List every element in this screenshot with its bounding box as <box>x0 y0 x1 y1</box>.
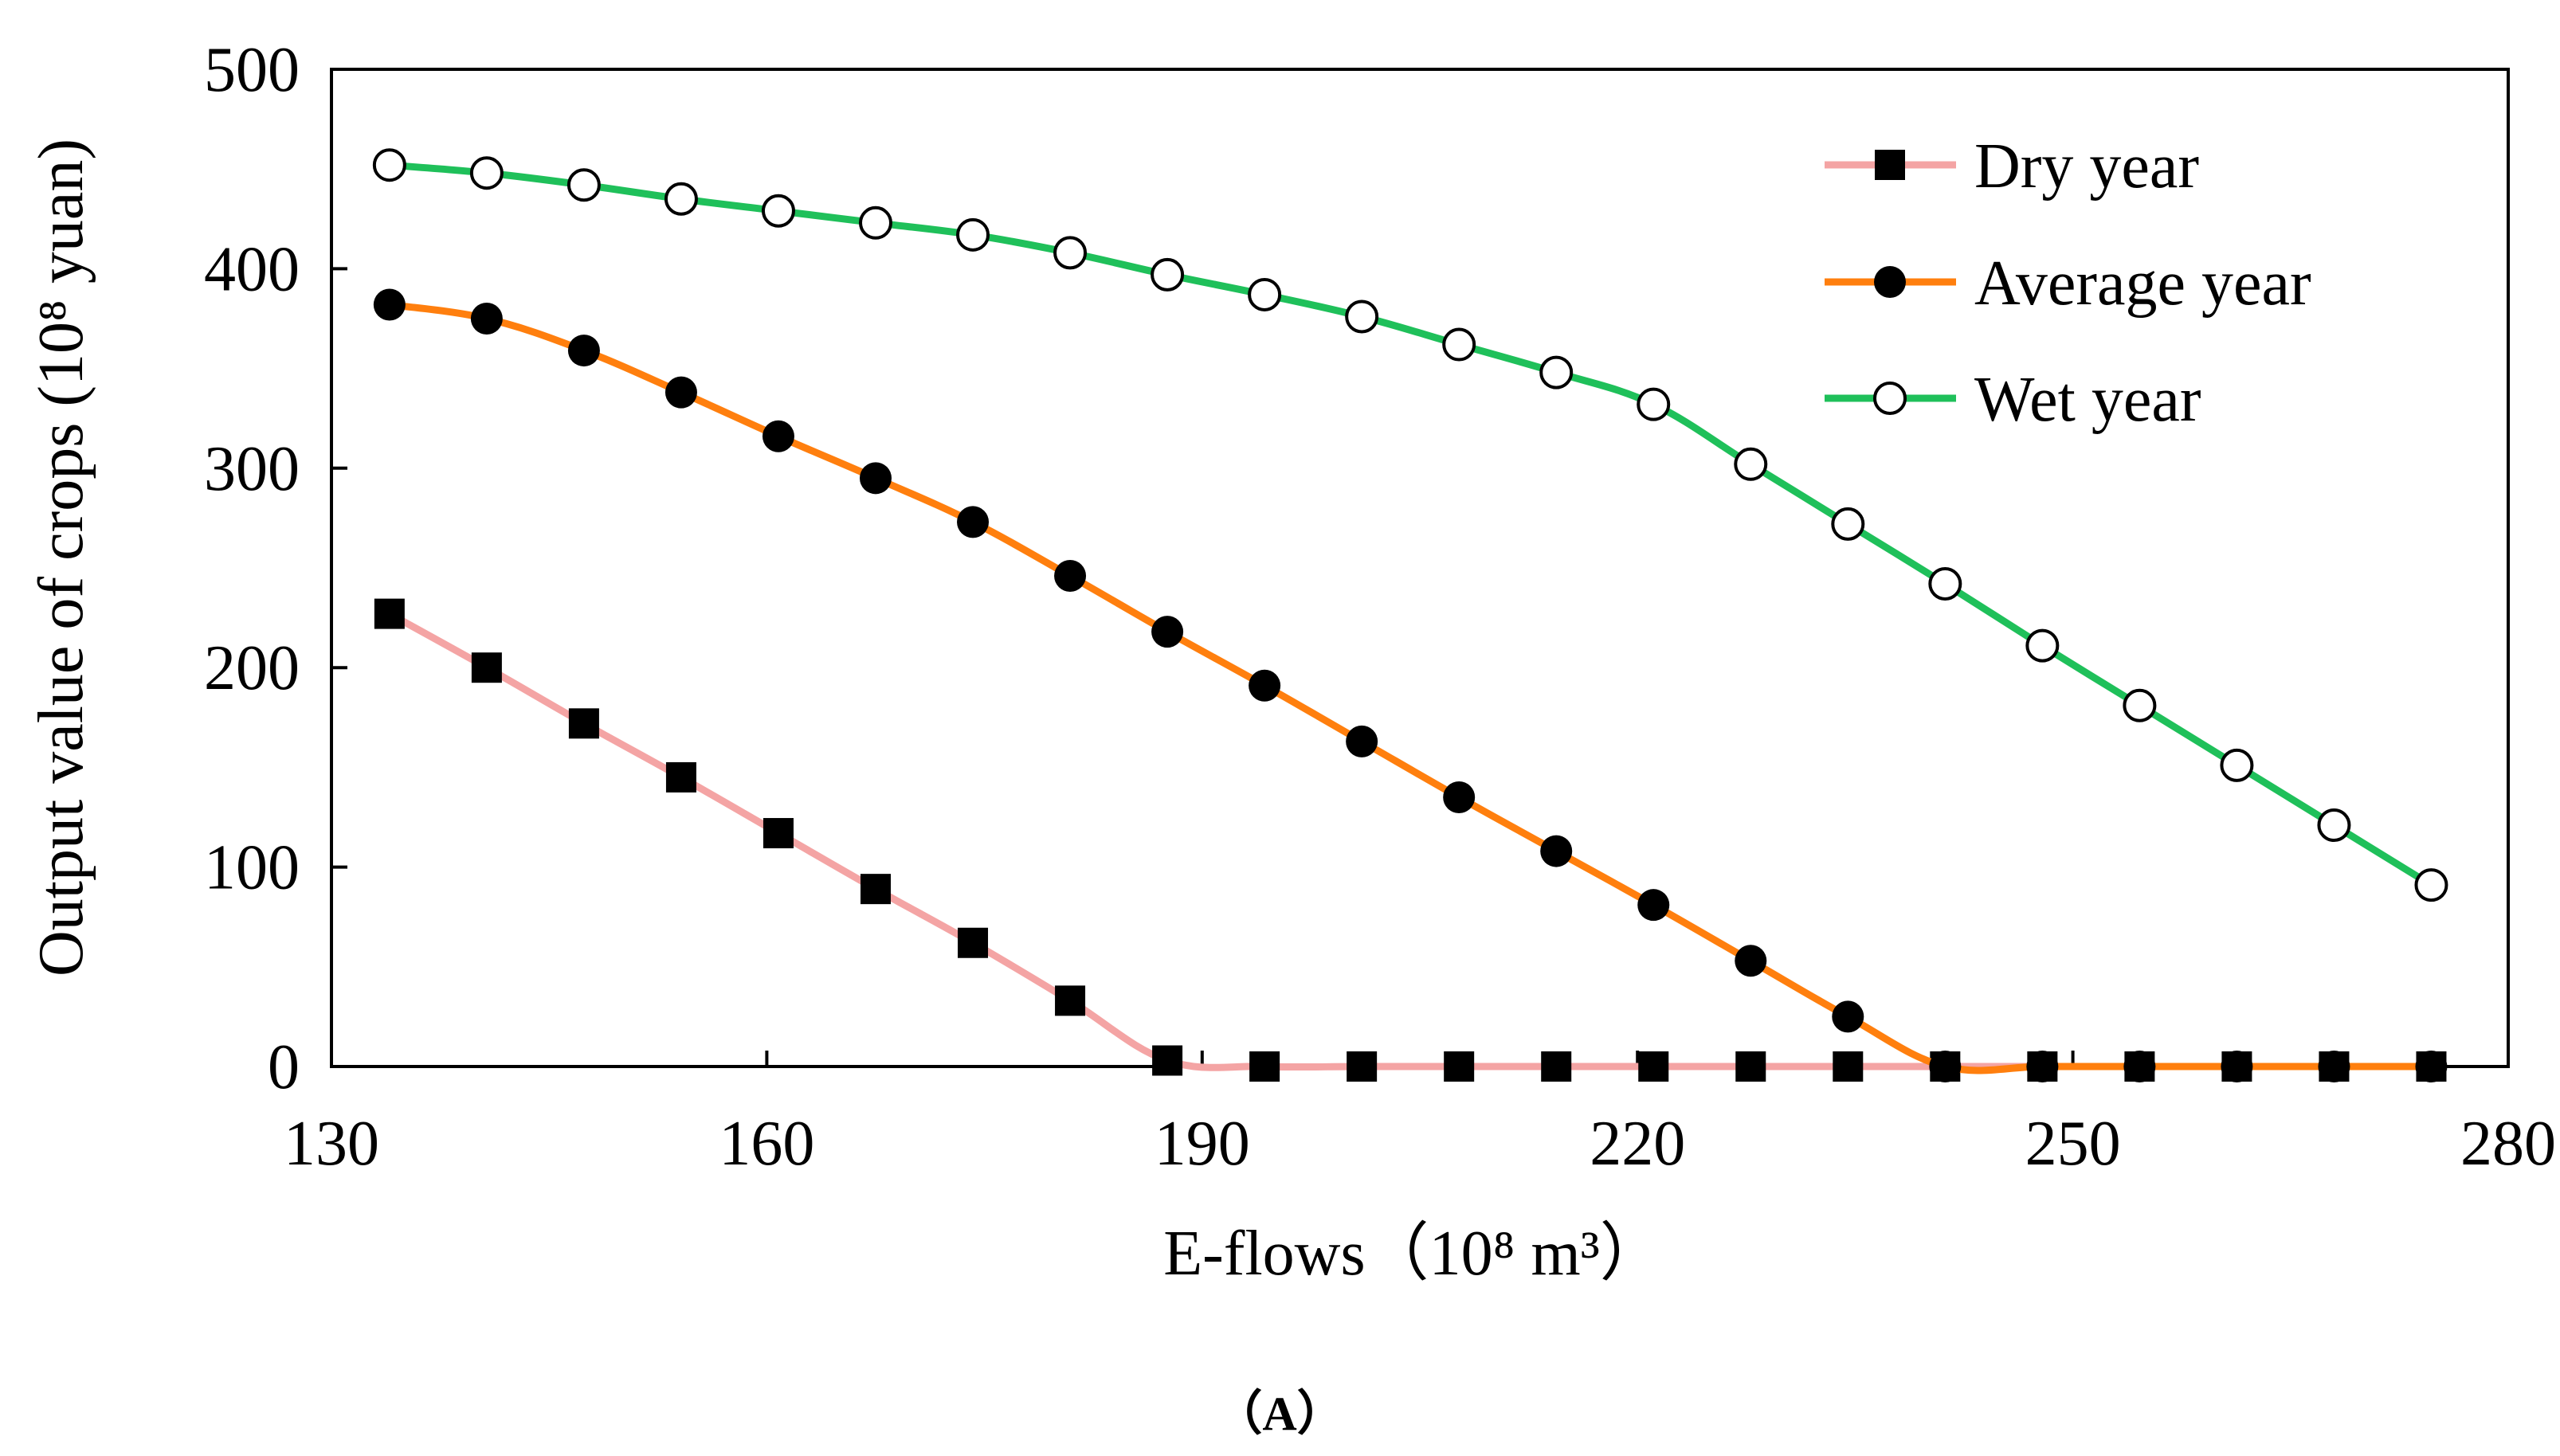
data-point-average-year <box>957 506 990 538</box>
data-point-wet-year <box>2123 688 2157 722</box>
data-point-dry-year <box>1347 1051 1378 1082</box>
series-line-dry-year <box>387 610 2432 1071</box>
y-axis: 0 100 200 300 400 500 <box>204 35 347 1102</box>
data-point-wet-year <box>372 148 406 182</box>
legend-marker-dry-year <box>1875 150 1905 180</box>
data-point-wet-year <box>2414 868 2448 902</box>
x-axis-title: E-flows（10⁸ m³） <box>1163 1219 1663 1289</box>
y-tick-label: 400 <box>204 234 300 304</box>
data-point-wet-year <box>566 168 601 202</box>
plot-area-border <box>330 68 2510 1068</box>
data-point-dry-year <box>1833 1051 1864 1082</box>
data-point-average-year <box>1054 560 1087 593</box>
data-point-average-year <box>1929 1051 1962 1082</box>
legend: Dry year Average year Wet year <box>1825 131 2311 435</box>
x-tick-label: 160 <box>719 1109 814 1179</box>
data-point-wet-year <box>956 217 990 252</box>
x-tick-label: 220 <box>1590 1109 1685 1179</box>
legend-label-average-year: Average year <box>1974 249 2311 319</box>
data-point-wet-year <box>859 205 892 240</box>
plot-frame <box>330 68 2510 1068</box>
data-point-average-year <box>1249 669 1281 702</box>
data-point-dry-year <box>958 927 989 958</box>
x-tick-label: 280 <box>2460 1109 2556 1179</box>
series-average-year <box>373 288 2448 1082</box>
data-point-dry-year <box>1444 1051 1475 1082</box>
x-tick-label: 130 <box>284 1109 379 1179</box>
data-point-average-year <box>2221 1051 2253 1082</box>
data-point-dry-year <box>1541 1051 1572 1082</box>
data-point-dry-year <box>471 652 502 683</box>
data-point-wet-year <box>1734 447 1768 481</box>
data-point-average-year <box>373 288 406 321</box>
y-tick-label: 300 <box>204 434 300 504</box>
data-point-wet-year <box>761 194 795 228</box>
legend-item-wet-year: Wet year <box>1825 365 2201 435</box>
data-point-dry-year <box>568 708 599 739</box>
data-point-average-year <box>860 462 892 495</box>
data-point-wet-year <box>469 156 504 190</box>
data-point-wet-year <box>1151 257 1185 292</box>
data-point-wet-year <box>1248 277 1282 311</box>
panel-caption: （A） <box>1214 1387 1344 1440</box>
data-point-average-year <box>2123 1051 2156 1082</box>
data-point-wet-year <box>1831 507 1865 541</box>
y-tick-label: 100 <box>204 833 300 903</box>
data-point-dry-year <box>1249 1051 1280 1082</box>
data-point-average-year <box>1151 616 1184 648</box>
data-point-wet-year <box>1345 299 1379 334</box>
data-point-wet-year <box>1539 355 1574 389</box>
y-tick-label: 500 <box>204 35 300 105</box>
x-tick-label: 250 <box>2025 1109 2121 1179</box>
data-point-average-year <box>2318 1051 2350 1082</box>
legend-marker-average-year <box>1874 266 1906 298</box>
legend-item-average-year: Average year <box>1825 249 2311 319</box>
series-line-wet-year <box>389 161 2433 888</box>
data-point-wet-year <box>2025 628 2060 663</box>
data-point-dry-year <box>665 761 696 793</box>
data-point-dry-year <box>374 598 405 629</box>
data-point-average-year <box>470 303 503 335</box>
data-point-wet-year <box>2220 748 2254 782</box>
data-point-dry-year <box>763 818 794 849</box>
data-point-average-year <box>1832 1000 1864 1033</box>
legend-item-dry-year: Dry year <box>1825 131 2199 202</box>
data-point-average-year <box>2415 1051 2448 1082</box>
data-point-dry-year <box>1638 1051 1669 1082</box>
y-tick-label: 0 <box>268 1032 300 1102</box>
data-point-wet-year <box>664 182 698 216</box>
data-point-wet-year <box>1928 567 1962 601</box>
data-point-wet-year <box>1053 236 1088 270</box>
series-layer <box>372 148 2448 1082</box>
y-axis-title: Output value of crops (10⁸ yuan) <box>26 139 96 977</box>
data-point-dry-year <box>861 874 891 905</box>
data-point-average-year <box>567 335 600 367</box>
data-point-average-year <box>1637 889 1670 922</box>
data-point-average-year <box>2026 1051 2059 1082</box>
data-point-dry-year <box>1055 985 1086 1016</box>
series-line-average-year <box>389 301 2432 1074</box>
series-wet-year <box>372 148 2448 902</box>
legend-marker-wet-year <box>1873 382 1907 415</box>
data-point-average-year <box>1540 835 1573 867</box>
data-point-dry-year <box>1152 1045 1183 1076</box>
series-dry-year <box>374 598 2447 1082</box>
x-axis: 130 160 190 220 250 280 <box>284 1051 2556 1179</box>
data-point-average-year <box>1443 781 1476 813</box>
legend-label-wet-year: Wet year <box>1974 365 2201 435</box>
data-point-wet-year <box>2317 808 2351 843</box>
data-point-average-year <box>1346 725 1378 757</box>
data-point-average-year <box>665 376 697 409</box>
legend-label-dry-year: Dry year <box>1974 131 2199 202</box>
y-tick-label: 200 <box>204 633 300 703</box>
data-point-wet-year <box>1442 327 1476 362</box>
data-point-average-year <box>762 420 794 452</box>
data-point-wet-year <box>1637 387 1671 421</box>
data-point-average-year <box>1735 945 1767 977</box>
x-tick-label: 190 <box>1155 1109 1250 1179</box>
data-point-dry-year <box>1735 1051 1766 1082</box>
